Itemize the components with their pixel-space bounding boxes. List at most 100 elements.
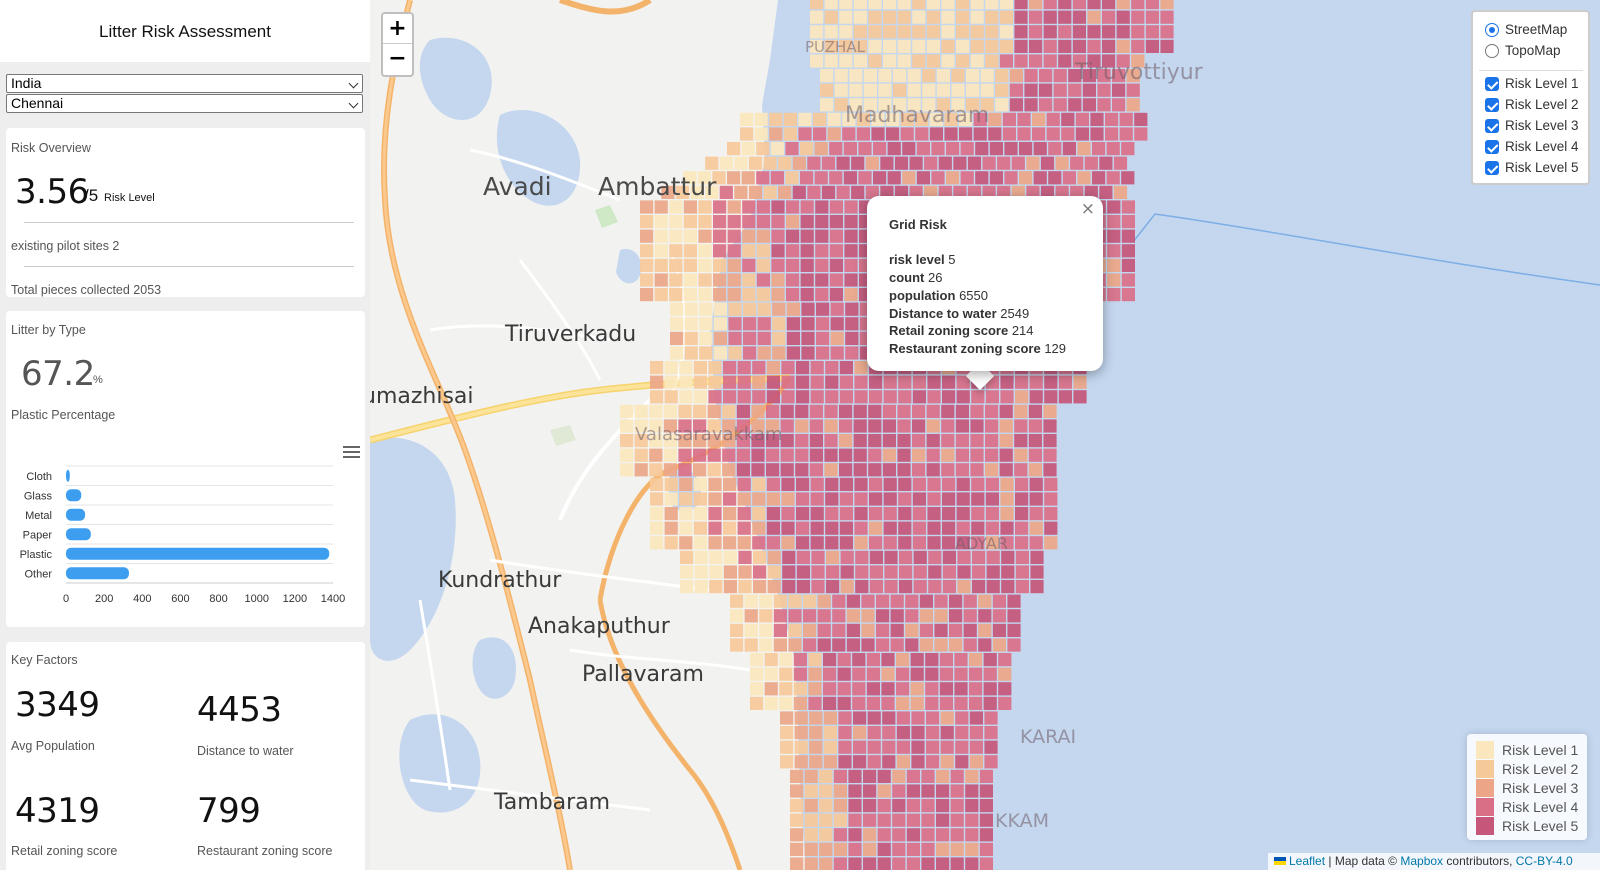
grid-cell[interactable] <box>669 200 683 214</box>
grid-cell[interactable] <box>1058 54 1072 68</box>
grid-cell[interactable] <box>842 112 856 126</box>
grid-cell[interactable] <box>1092 142 1106 156</box>
grid-cell[interactable] <box>951 83 965 97</box>
grid-cell[interactable] <box>723 375 737 389</box>
grid-cell[interactable] <box>707 434 721 448</box>
grid-cell[interactable] <box>839 25 853 39</box>
grid-cell[interactable] <box>790 828 804 842</box>
grid-cell[interactable] <box>912 434 926 448</box>
grid-cell[interactable] <box>713 346 727 360</box>
grid-cell[interactable] <box>750 667 764 681</box>
grid-cell[interactable] <box>786 273 800 287</box>
grid-cell[interactable] <box>756 142 770 156</box>
grid-cell[interactable] <box>978 594 992 608</box>
grid-cell[interactable] <box>678 448 692 462</box>
grid-cell[interactable] <box>883 390 897 404</box>
grid-cell[interactable] <box>829 171 843 185</box>
grid-cell[interactable] <box>683 215 697 229</box>
grid-cell[interactable] <box>868 404 882 418</box>
grid-cell[interactable] <box>936 69 950 83</box>
grid-cell[interactable] <box>849 69 863 83</box>
grid-cell[interactable] <box>1053 98 1067 112</box>
grid-cell[interactable] <box>772 346 786 360</box>
grid-cell[interactable] <box>1073 390 1087 404</box>
grid-cell[interactable] <box>1102 0 1116 10</box>
grid-cell[interactable] <box>899 550 913 564</box>
grid-cell[interactable] <box>769 127 783 141</box>
grid-cell[interactable] <box>771 229 785 243</box>
grid-cell[interactable] <box>954 682 968 696</box>
grid-cell[interactable] <box>941 404 955 418</box>
grid-cell[interactable] <box>883 477 897 491</box>
grid-cell[interactable] <box>898 492 912 506</box>
grid-cell[interactable] <box>800 244 814 258</box>
grid-cell[interactable] <box>868 25 882 39</box>
grid-cell[interactable] <box>1040 156 1055 170</box>
grid-cell[interactable] <box>764 696 778 710</box>
grid-cell[interactable] <box>684 331 698 345</box>
grid-cell[interactable] <box>727 244 741 258</box>
grid-cell[interactable] <box>898 390 912 404</box>
grid-cell[interactable] <box>796 477 810 491</box>
grid-cell[interactable] <box>912 492 926 506</box>
grid-cell[interactable] <box>640 229 654 243</box>
grid-cell[interactable] <box>971 492 985 506</box>
grid-cell[interactable] <box>1084 185 1098 199</box>
grid-cell[interactable] <box>829 244 843 258</box>
grid-cell[interactable] <box>723 521 737 535</box>
grid-cell[interactable] <box>1075 127 1089 141</box>
grid-cell[interactable] <box>752 536 766 550</box>
grid-cell[interactable] <box>766 404 780 418</box>
grid-cell[interactable] <box>693 521 707 535</box>
grid-cell[interactable] <box>1145 39 1159 53</box>
grid-cell[interactable] <box>925 696 939 710</box>
grid-cell[interactable] <box>844 288 858 302</box>
grid-cell[interactable] <box>826 580 840 594</box>
grid-cell[interactable] <box>839 54 853 68</box>
grid-cell[interactable] <box>693 536 707 550</box>
grid-cell[interactable] <box>998 682 1012 696</box>
grid-cell[interactable] <box>910 682 924 696</box>
grid-cell[interactable] <box>912 39 926 53</box>
grid-cell[interactable] <box>1131 0 1145 10</box>
grid-cell[interactable] <box>882 434 896 448</box>
grid-cell[interactable] <box>759 623 773 637</box>
grid-cell[interactable] <box>723 361 737 375</box>
grid-cell[interactable] <box>840 550 854 564</box>
grid-cell[interactable] <box>1032 127 1046 141</box>
grid-cell[interactable] <box>737 521 751 535</box>
grid-cell[interactable] <box>883 25 897 39</box>
grid-cell[interactable] <box>925 682 939 696</box>
grid-cell[interactable] <box>956 536 970 550</box>
grid-cell[interactable] <box>803 609 817 623</box>
grid-cell[interactable] <box>783 127 797 141</box>
grid-cell[interactable] <box>664 375 678 389</box>
grid-cell[interactable] <box>999 39 1013 53</box>
grid-cell[interactable] <box>771 200 785 214</box>
grid-cell[interactable] <box>825 492 839 506</box>
grid-cell[interactable] <box>649 419 663 433</box>
grid-cell[interactable] <box>971 390 985 404</box>
grid-cell[interactable] <box>663 404 677 418</box>
grid-cell[interactable] <box>723 492 737 506</box>
grid-cell[interactable] <box>786 244 800 258</box>
grid-cell[interactable] <box>763 156 777 170</box>
grid-cell[interactable] <box>798 112 812 126</box>
grid-cell[interactable] <box>752 477 766 491</box>
grid-cell[interactable] <box>790 784 804 798</box>
grid-cell[interactable] <box>1107 215 1121 229</box>
grid-cell[interactable] <box>970 54 984 68</box>
grid-cell[interactable] <box>757 302 771 316</box>
grid-cell[interactable] <box>912 448 926 462</box>
grid-cell[interactable] <box>680 565 694 579</box>
grid-cell[interactable] <box>1028 463 1042 477</box>
grid-cell[interactable] <box>664 521 678 535</box>
grid-cell[interactable] <box>825 521 839 535</box>
grid-cell[interactable] <box>926 404 940 418</box>
grid-cell[interactable] <box>693 492 707 506</box>
grid-cell[interactable] <box>819 799 833 813</box>
grid-cell[interactable] <box>734 185 748 199</box>
grid-cell[interactable] <box>1119 127 1133 141</box>
grid-cell[interactable] <box>938 156 952 170</box>
grid-cell[interactable] <box>742 288 756 302</box>
